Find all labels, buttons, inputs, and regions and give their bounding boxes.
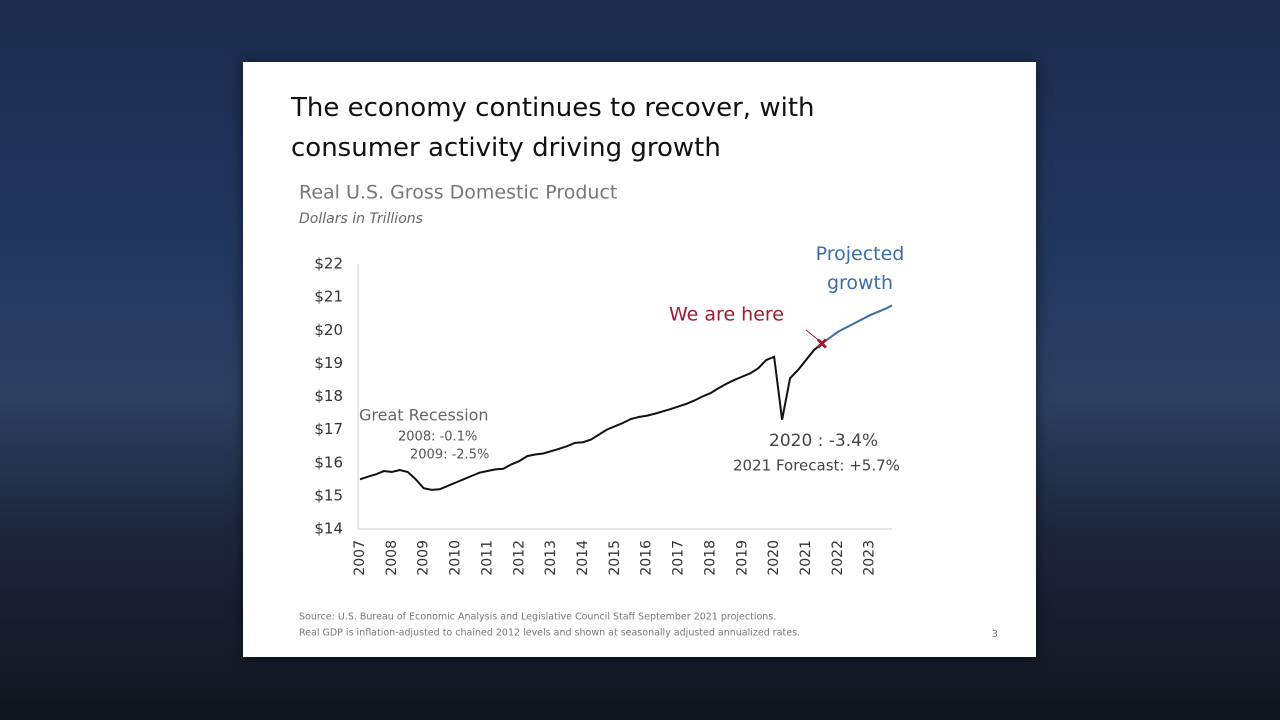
annotation: 2020 : -3.4% — [769, 431, 878, 451]
x-tick-label: 2015 — [607, 540, 623, 576]
here-marker — [816, 338, 827, 349]
y-tick-label: $21 — [314, 288, 343, 306]
slide-title: The economy continues to recover, with c… — [291, 93, 815, 163]
series-label: Projected growth — [815, 243, 905, 294]
slide — [243, 62, 1036, 657]
annotation: 2008: -0.1% — [398, 430, 477, 445]
x-tick-label: 2008 — [384, 540, 400, 576]
y-tick-label: $17 — [314, 420, 343, 438]
annotation: Great Recession — [359, 406, 489, 425]
x-tick-label: 2022 — [830, 540, 846, 576]
chart-subtitle: Dollars in Trillions — [299, 211, 423, 227]
x-tick-label: 2017 — [671, 540, 687, 576]
x-tick-label: 2007 — [352, 540, 368, 576]
x-tick-label: 2023 — [862, 540, 878, 576]
chart-title: Real U.S. Gross Domestic Product — [299, 182, 617, 204]
page-number: 3 — [992, 629, 998, 640]
x-tick-label: 2018 — [702, 540, 718, 576]
x-tick-label: 2020 — [766, 540, 782, 576]
y-tick-label: $22 — [314, 255, 343, 273]
y-tick-label: $20 — [314, 321, 343, 339]
annotation: 2021 Forecast: +5.7% — [733, 457, 900, 475]
annotation: 2009: -2.5% — [410, 448, 489, 463]
y-tick-label: $18 — [314, 387, 343, 405]
series-line — [359, 342, 823, 491]
y-tick-label: $19 — [314, 354, 343, 372]
y-tick-label: $16 — [314, 453, 343, 471]
source-note: Source: U.S. Bureau of Economic Analysis… — [299, 612, 776, 623]
x-tick-label: 2012 — [511, 540, 527, 576]
y-tick-label: $14 — [314, 520, 343, 538]
x-tick-label: 2021 — [798, 540, 814, 576]
x-tick-label: 2009 — [416, 540, 432, 576]
x-tick-label: 2019 — [734, 540, 750, 576]
annotation-pointer — [805, 329, 820, 341]
x-tick-label: 2010 — [448, 540, 464, 576]
y-tick-label: $15 — [314, 486, 343, 504]
x-tick-label: 2011 — [479, 540, 495, 576]
x-tick-label: 2016 — [639, 540, 655, 576]
source-note: Real GDP is inflation-adjusted to chaine… — [299, 628, 800, 639]
x-tick-label: 2014 — [575, 540, 591, 576]
x-tick-label: 2013 — [543, 540, 559, 576]
series-line — [821, 304, 893, 345]
annotation: We are here — [669, 304, 784, 326]
